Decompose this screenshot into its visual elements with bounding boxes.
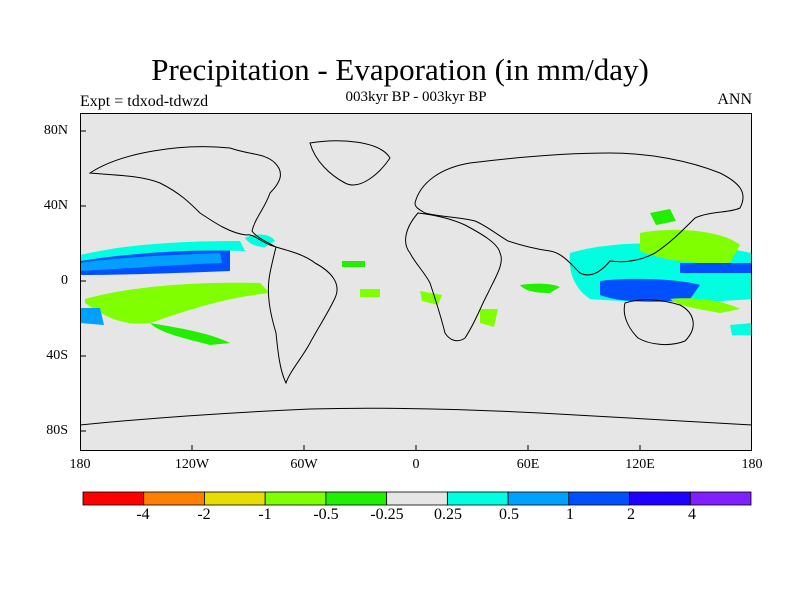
patch-spcz-green: [670, 298, 740, 313]
patch-japan-green: [650, 209, 676, 225]
lon-label: 120E: [625, 457, 655, 472]
coast-greenland: [309, 140, 391, 186]
patch-pacific-cyan-band: [80, 241, 245, 261]
lat-label: 40N: [43, 198, 68, 213]
coastlines: [80, 140, 752, 426]
patch-spcz-cyan: [730, 323, 752, 335]
colorbar-label: 0.25: [434, 506, 462, 523]
colorbar-label: -2: [197, 506, 211, 523]
lon-label: 60E: [516, 457, 540, 472]
lat-label: 80S: [46, 423, 68, 438]
patch-satlantic-green: [360, 289, 380, 297]
colorbar-label: 1: [566, 506, 574, 523]
patch-maritime-blue: [600, 278, 700, 302]
colorbar: [82, 491, 752, 506]
map-panel: [80, 113, 752, 451]
colorbar-label: 0.5: [499, 506, 519, 523]
colorbar-label: -0.5: [313, 506, 339, 523]
lon-label: 180: [741, 457, 763, 472]
patch-spacific-green-2: [150, 323, 230, 345]
colorbar-box: [446, 491, 509, 506]
lat-label: 0: [61, 273, 68, 288]
coast-africa: [405, 212, 502, 342]
colorbar-box: [325, 491, 388, 506]
colorbar-label: 2: [627, 506, 635, 523]
colorbar-box: [689, 491, 752, 506]
colorbar-box: [386, 491, 448, 506]
colorbar-box: [507, 491, 570, 506]
patch-spacific-green: [85, 282, 270, 324]
colorbar-label: -0.25: [370, 506, 404, 523]
axis-ticks: [80, 130, 641, 451]
lat-label: 80N: [43, 123, 68, 138]
lat-label: 40S: [46, 348, 68, 363]
coast-north-america: [88, 146, 281, 248]
patch-wpac-green: [640, 229, 740, 264]
lon-label: 0: [412, 457, 420, 472]
colorbar-box: [629, 491, 691, 506]
lon-label: 120W: [174, 457, 210, 472]
colorbar-label: 4: [688, 506, 696, 523]
patch-safrica-green: [480, 309, 498, 327]
patch-indian-green: [520, 283, 560, 293]
plot-subtitle: 003kyr BP - 003kyr BP: [345, 89, 487, 105]
experiment-label: Expt = tdxod-tdwzd: [80, 93, 209, 110]
colorbar-box: [143, 491, 205, 506]
patch-pacific-blue-band-2: [80, 253, 222, 271]
colorbar-box: [204, 491, 266, 506]
lon-label: 60W: [290, 457, 318, 472]
patch-wpac-blue-band: [680, 263, 752, 273]
patch-atlantic-green: [342, 261, 365, 267]
season-label: ANN: [717, 91, 752, 108]
colorbar-label: -4: [136, 506, 150, 523]
coast-antarctica: [80, 407, 752, 426]
colorbar-label: -1: [258, 506, 272, 523]
lon-label: 180: [69, 457, 91, 472]
coast-europe-asia: [414, 152, 744, 276]
colorbar-box: [264, 491, 327, 506]
coast-australia: [623, 299, 694, 346]
colorbar-box: [82, 491, 145, 506]
colorbar-box: [568, 491, 630, 506]
anomaly-patches: [80, 209, 752, 345]
plot-title: Precipitation - Evaporation (in mm/day): [151, 52, 649, 87]
coast-south-america: [267, 246, 338, 385]
patch-pacific-sw-blue: [80, 308, 104, 325]
